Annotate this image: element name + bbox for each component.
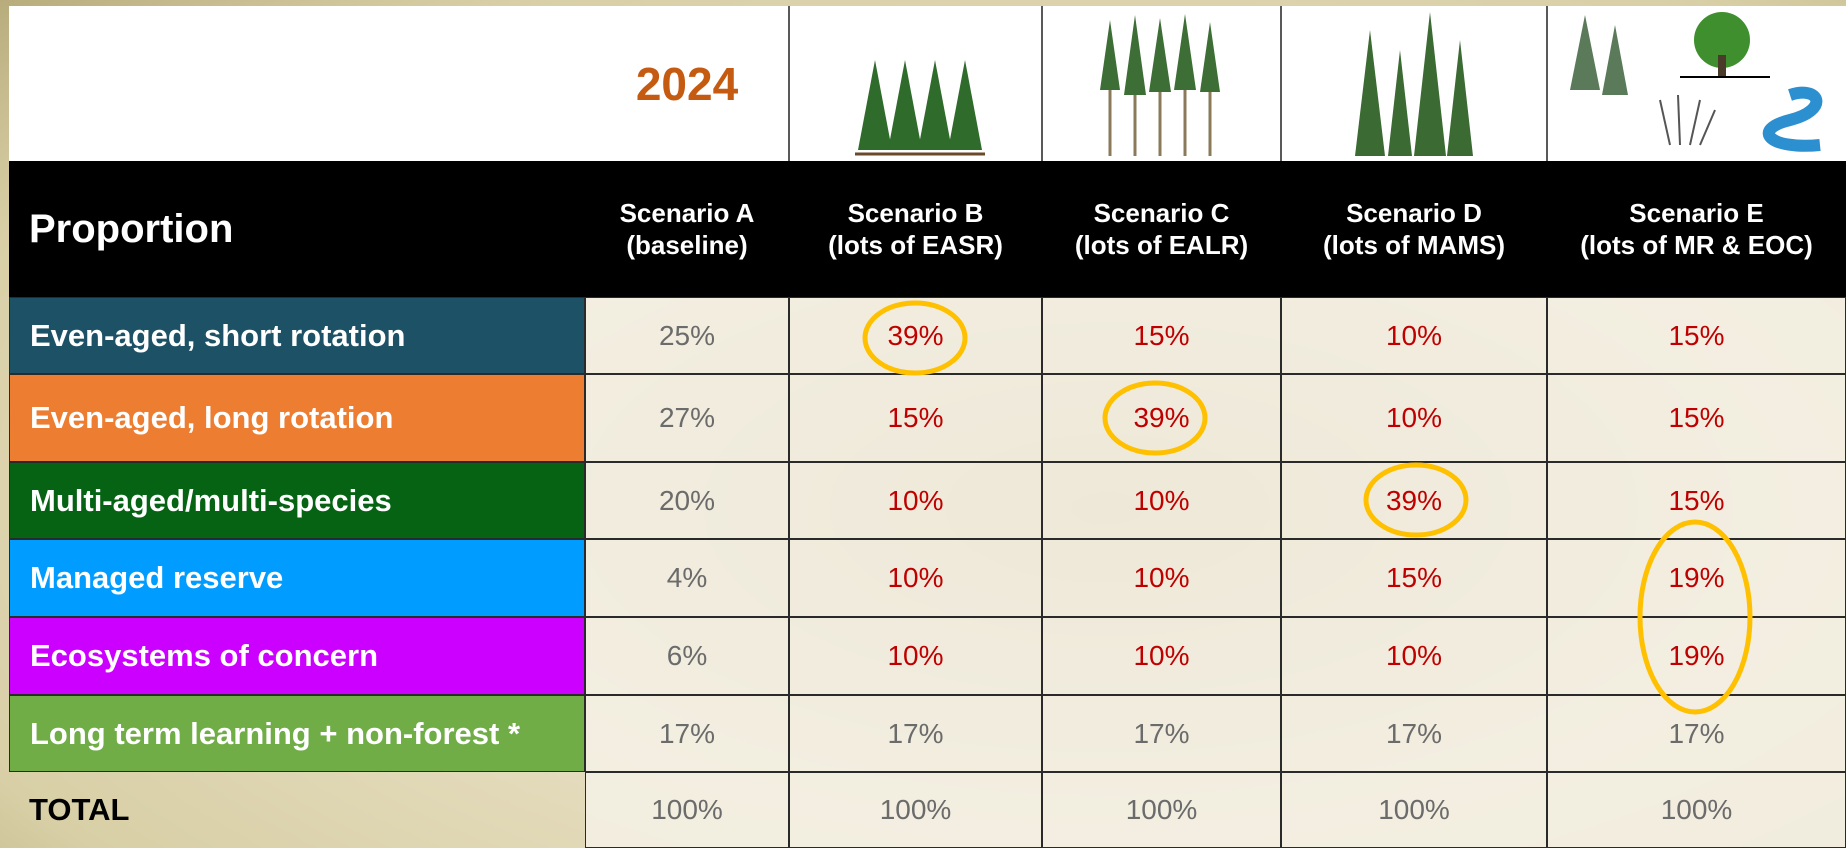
trees-b — [855, 60, 985, 154]
overlay — [0, 0, 1846, 848]
trees-c — [1100, 14, 1220, 156]
trees-d — [1355, 12, 1473, 156]
highlight-circles — [865, 303, 1750, 712]
slide: 2024 Proportion Scenario A(baseline)Scen… — [0, 0, 1846, 848]
ecosystem-icons — [1570, 12, 1820, 146]
